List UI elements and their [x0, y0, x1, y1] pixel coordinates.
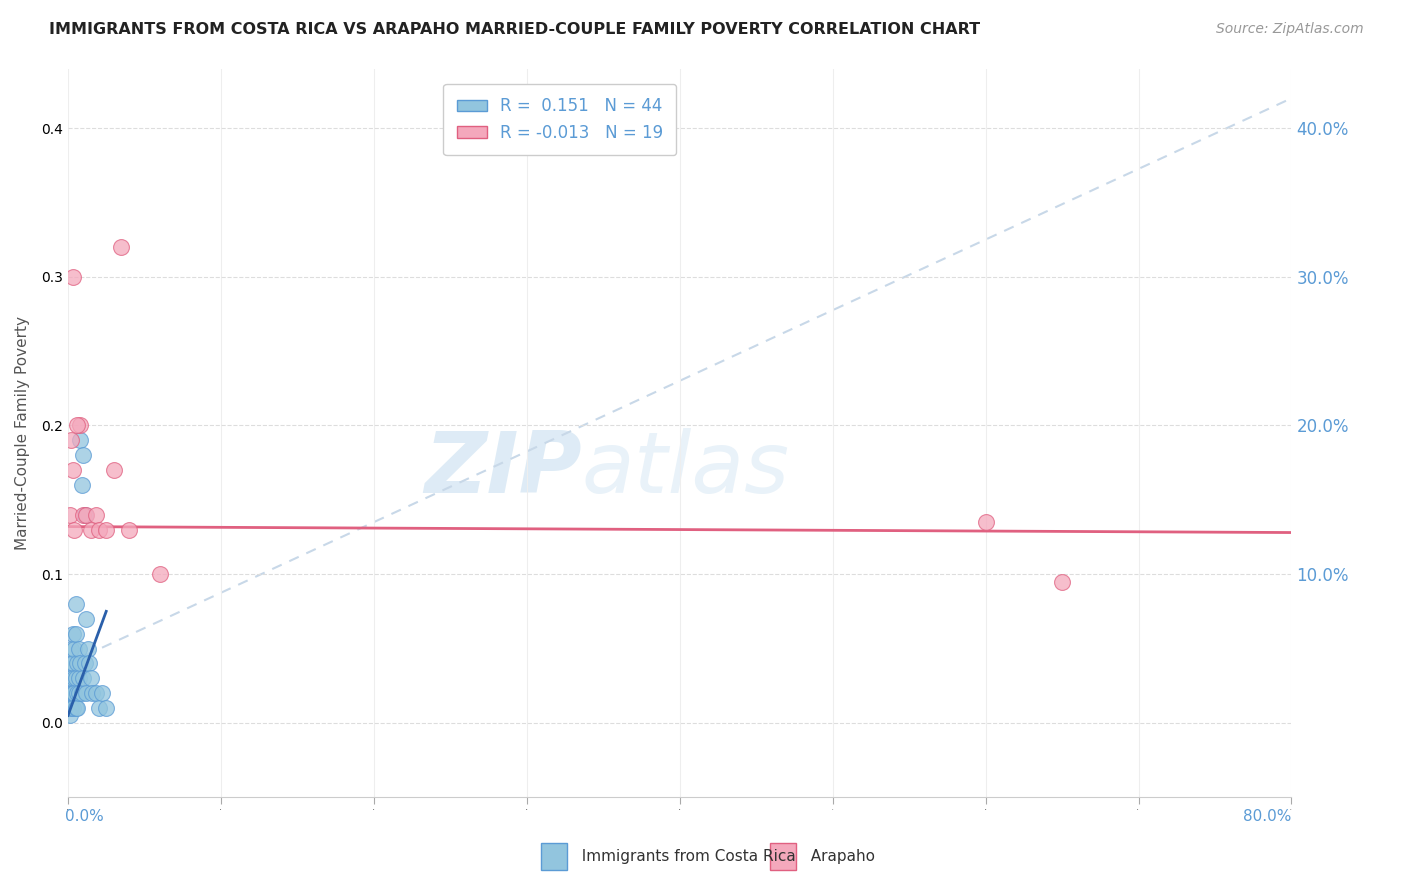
- Point: [58, 508, 80, 522]
- Point: [118, 523, 141, 537]
- Point: [65, 701, 87, 715]
- Point: [70, 478, 93, 492]
- Point: [76, 641, 98, 656]
- Point: [69, 418, 91, 433]
- Point: [73, 657, 96, 671]
- Point: [87, 701, 110, 715]
- Legend: R =  0.151   N = 44, R = -0.013   N = 19: R = 0.151 N = 44, R = -0.013 N = 19: [443, 84, 676, 155]
- Point: [75, 508, 97, 522]
- Point: [96, 701, 118, 715]
- Point: [110, 240, 132, 254]
- Point: [70, 686, 93, 700]
- Point: [66, 657, 89, 671]
- Point: [62, 463, 84, 477]
- Point: [62, 657, 84, 671]
- Point: [58, 671, 80, 685]
- Y-axis label: Married-Couple Family Poverty: Married-Couple Family Poverty: [15, 316, 30, 549]
- Point: [73, 508, 96, 522]
- Point: [60, 671, 83, 685]
- Point: [63, 671, 86, 685]
- Point: [79, 657, 101, 671]
- Point: [84, 508, 107, 522]
- Point: [72, 448, 94, 462]
- Point: [62, 701, 84, 715]
- Point: [62, 269, 84, 284]
- Text: ZIP: ZIP: [425, 428, 582, 511]
- Point: [75, 612, 97, 626]
- Point: [65, 597, 87, 611]
- Point: [65, 626, 87, 640]
- Point: [67, 671, 90, 685]
- Point: [87, 523, 110, 537]
- Point: [60, 434, 83, 448]
- Point: [90, 686, 112, 700]
- Point: [1050, 574, 1073, 589]
- Text: 80.0%: 80.0%: [1243, 809, 1292, 824]
- Point: [66, 418, 89, 433]
- Point: [69, 434, 91, 448]
- Point: [82, 686, 104, 700]
- Point: [84, 686, 107, 700]
- Point: [58, 708, 80, 723]
- Point: [63, 686, 86, 700]
- Point: [66, 701, 89, 715]
- Point: [58, 701, 80, 715]
- Text: Immigrants from Costa Rica: Immigrants from Costa Rica: [572, 849, 796, 863]
- Point: [75, 686, 97, 700]
- Point: [65, 671, 87, 685]
- Point: [66, 686, 89, 700]
- Point: [80, 523, 103, 537]
- Point: [67, 641, 90, 656]
- Point: [72, 671, 94, 685]
- Point: [63, 641, 86, 656]
- Text: Arapaho: Arapaho: [801, 849, 876, 863]
- Text: IMMIGRANTS FROM COSTA RICA VS ARAPAHO MARRIED-COUPLE FAMILY POVERTY CORRELATION : IMMIGRANTS FROM COSTA RICA VS ARAPAHO MA…: [49, 22, 980, 37]
- Point: [69, 657, 91, 671]
- Point: [62, 686, 84, 700]
- Point: [63, 523, 86, 537]
- Text: 0.0%: 0.0%: [65, 809, 104, 824]
- Point: [58, 657, 80, 671]
- Text: Source: ZipAtlas.com: Source: ZipAtlas.com: [1216, 22, 1364, 37]
- Point: [62, 626, 84, 640]
- Point: [72, 508, 94, 522]
- Point: [60, 701, 83, 715]
- Point: [60, 641, 83, 656]
- Point: [58, 686, 80, 700]
- Point: [60, 686, 83, 700]
- Point: [103, 463, 125, 477]
- Text: atlas: atlas: [582, 428, 790, 511]
- Point: [96, 523, 118, 537]
- Point: [67, 686, 90, 700]
- Point: [80, 671, 103, 685]
- Point: [974, 515, 997, 529]
- Point: [149, 567, 172, 582]
